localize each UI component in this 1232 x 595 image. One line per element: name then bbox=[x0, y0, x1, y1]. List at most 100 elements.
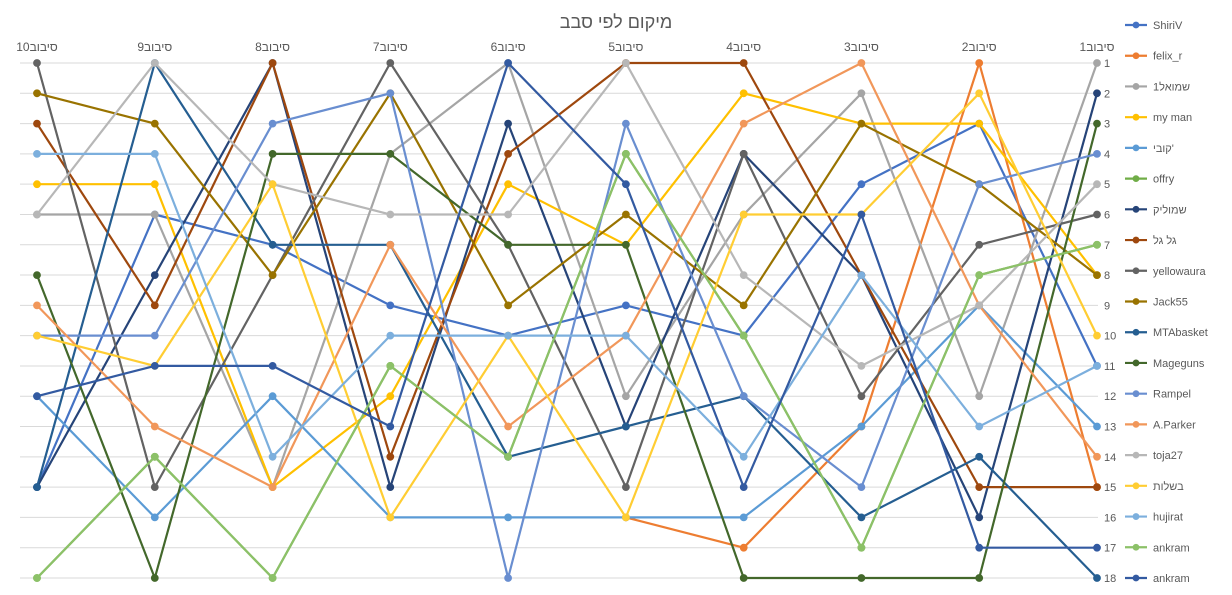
data-point bbox=[975, 89, 984, 98]
data-point bbox=[857, 119, 866, 128]
data-point bbox=[150, 422, 159, 431]
data-point bbox=[268, 119, 277, 128]
data-point bbox=[975, 301, 984, 310]
data-point bbox=[1093, 89, 1101, 98]
data-point bbox=[739, 119, 748, 128]
legend-label: ShiriV bbox=[1153, 20, 1183, 32]
data-point bbox=[33, 271, 41, 280]
y-tick-label: 1 bbox=[1104, 58, 1110, 70]
data-point bbox=[33, 150, 41, 158]
data-point bbox=[268, 150, 277, 158]
data-point bbox=[622, 150, 630, 158]
data-point bbox=[268, 452, 277, 461]
legend-item: hujirat bbox=[1125, 512, 1183, 524]
data-point bbox=[1093, 331, 1101, 340]
legend-label: Rampel bbox=[1153, 389, 1191, 401]
data-point bbox=[1093, 240, 1101, 249]
legend-swatch-marker bbox=[1132, 543, 1140, 551]
data-point bbox=[150, 574, 159, 582]
series-line-3 bbox=[35, 61, 1099, 489]
legend-item: ShiriV bbox=[1125, 20, 1183, 32]
data-point bbox=[504, 119, 513, 128]
data-point bbox=[622, 119, 630, 128]
legend-label: Mageguns bbox=[1153, 358, 1205, 370]
data-point bbox=[622, 180, 630, 189]
data-point bbox=[33, 331, 41, 340]
series-line-17 bbox=[35, 152, 1099, 458]
legend-item: שמוליק bbox=[1125, 203, 1187, 216]
data-point bbox=[33, 483, 41, 492]
data-point bbox=[150, 513, 159, 522]
data-point bbox=[1093, 271, 1101, 280]
data-point bbox=[386, 362, 395, 370]
data-point bbox=[739, 150, 748, 158]
legend-item: גל גל bbox=[1125, 234, 1177, 247]
x-tick-label: סיבוב10 bbox=[16, 40, 58, 54]
data-point bbox=[1093, 119, 1101, 128]
data-point bbox=[857, 271, 866, 280]
series-line-9 bbox=[35, 61, 1099, 489]
data-point bbox=[150, 271, 159, 280]
data-point bbox=[1093, 422, 1101, 431]
legend-swatch-marker bbox=[1132, 328, 1140, 336]
data-point bbox=[386, 301, 395, 310]
data-point bbox=[739, 59, 748, 67]
y-tick-label: 16 bbox=[1104, 512, 1116, 524]
legend-label: felix_r bbox=[1153, 51, 1183, 63]
data-point bbox=[857, 89, 866, 98]
legend-item: Rampel bbox=[1125, 389, 1191, 401]
data-point bbox=[1093, 452, 1101, 461]
y-tick-label: 6 bbox=[1104, 209, 1110, 221]
data-point bbox=[622, 301, 630, 310]
x-tick-label: סיבוב7 bbox=[373, 40, 408, 54]
data-point bbox=[739, 331, 748, 340]
data-point bbox=[150, 483, 159, 492]
legend-swatch-marker bbox=[1132, 298, 1140, 305]
data-point bbox=[386, 513, 395, 522]
y-tick-label: 3 bbox=[1104, 119, 1110, 131]
data-point bbox=[975, 392, 984, 401]
series-layer bbox=[33, 59, 1101, 582]
legend-label: my man bbox=[1153, 112, 1192, 124]
legend-swatch-marker bbox=[1132, 574, 1140, 582]
data-point bbox=[386, 150, 395, 158]
data-point bbox=[268, 59, 277, 67]
data-point bbox=[150, 119, 159, 128]
data-point bbox=[1093, 574, 1101, 582]
legend-item: my man bbox=[1125, 112, 1192, 124]
data-point bbox=[33, 301, 41, 310]
data-point bbox=[857, 362, 866, 370]
series-line-11 bbox=[35, 61, 1099, 580]
y-tick-label: 17 bbox=[1104, 543, 1116, 555]
data-point bbox=[1093, 483, 1101, 492]
data-point bbox=[975, 513, 984, 522]
legend-swatch-marker bbox=[1132, 236, 1140, 244]
data-point bbox=[268, 180, 277, 189]
data-point bbox=[386, 89, 395, 98]
data-point bbox=[150, 362, 159, 370]
data-point bbox=[857, 392, 866, 401]
x-tick-label: סיבוב4 bbox=[726, 40, 761, 54]
series-line-7 bbox=[35, 61, 1099, 519]
data-point bbox=[504, 452, 513, 461]
data-point bbox=[1093, 362, 1101, 370]
data-point bbox=[975, 271, 984, 280]
data-point bbox=[857, 422, 866, 431]
legend-label: MTAbasket bbox=[1153, 327, 1208, 339]
data-point bbox=[386, 483, 395, 492]
data-point bbox=[504, 210, 513, 219]
legend-swatch-marker bbox=[1132, 83, 1140, 90]
data-point bbox=[386, 331, 395, 340]
data-point bbox=[739, 452, 748, 461]
y-tick-label: 8 bbox=[1104, 270, 1110, 282]
y-tick-label: 10 bbox=[1104, 331, 1116, 343]
legend-label: yellowaura bbox=[1153, 266, 1206, 278]
legend-swatch-marker bbox=[1132, 420, 1140, 428]
legend-item: Jack55 bbox=[1125, 297, 1188, 309]
data-point bbox=[386, 210, 395, 219]
chart-title: מיקום לפי סבב bbox=[560, 12, 673, 32]
x-tick-label: סיבוב6 bbox=[491, 40, 526, 54]
data-point bbox=[268, 362, 277, 370]
